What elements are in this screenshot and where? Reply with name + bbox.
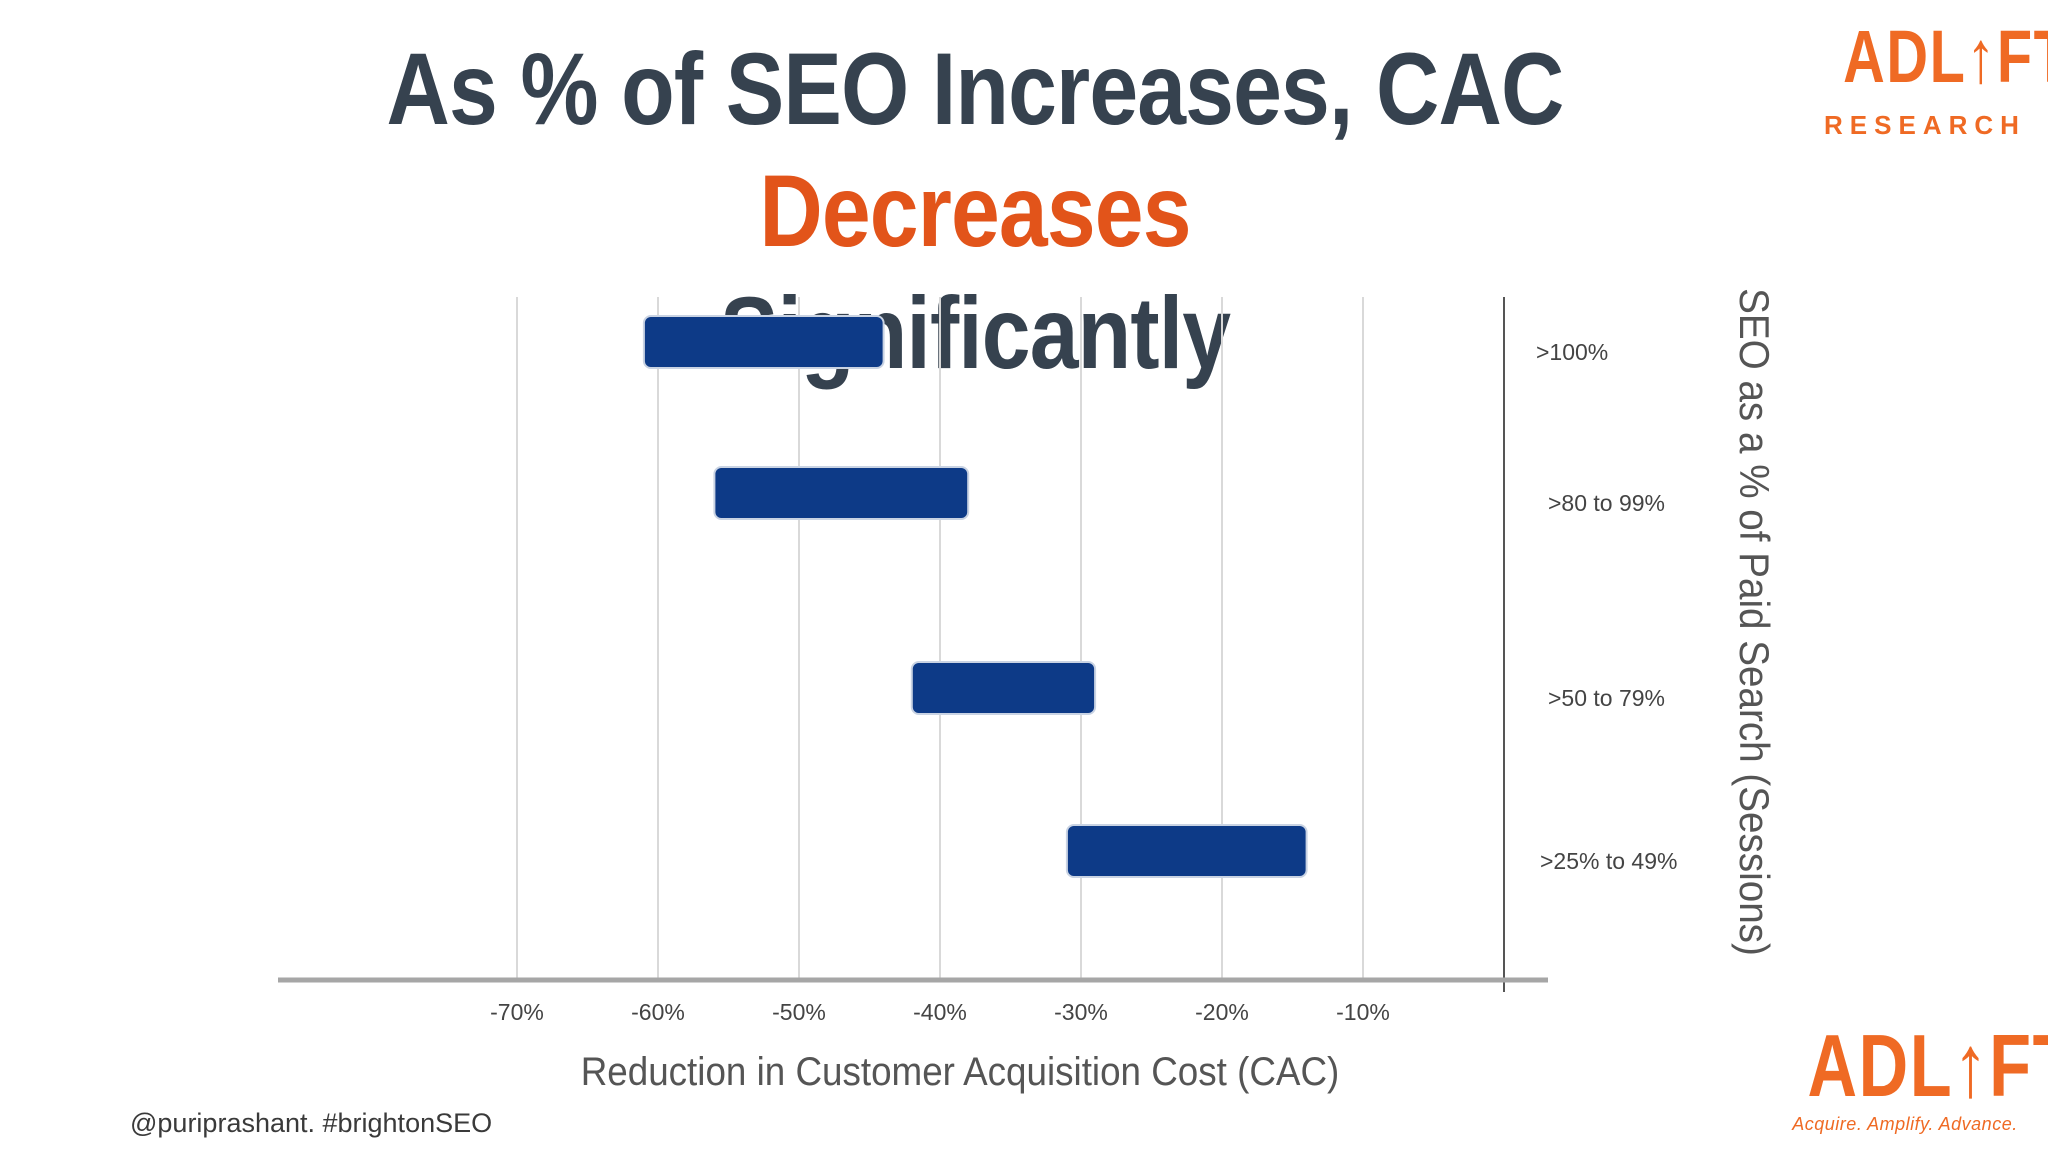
logo-tagline: Acquire. Amplify. Advance. (1792, 1114, 2018, 1134)
x-tick-label: -50% (772, 999, 826, 1025)
range-bar (1065, 824, 1308, 878)
y-axis-title: SEO as a % of Paid Search (Sessions) (1731, 288, 1779, 956)
x-axis-title: Reduction in Customer Acquisition Cost (… (581, 1050, 1340, 1095)
x-tick-label: -10% (1336, 999, 1390, 1025)
category-label: >80 to 99% (1548, 490, 1665, 516)
logo-sub-research: RESEARCH (1824, 110, 2026, 140)
title-accent: Decreases (759, 154, 1191, 268)
range-bar (713, 466, 970, 520)
x-tick-label: -30% (1054, 999, 1108, 1025)
footer-handle: @puriprashant. #brightonSEO (130, 1108, 493, 1138)
x-tick-label: -40% (913, 999, 967, 1025)
range-bar (910, 661, 1097, 715)
category-label: >50 to 79% (1548, 685, 1665, 711)
range-bar (642, 315, 885, 369)
page-title: As % of SEO Increases, CAC Decreases Sig… (266, 28, 1685, 394)
x-tick-label: -70% (490, 999, 544, 1025)
title-line-1: As % of SEO Increases, CAC Decreases (266, 28, 1685, 272)
adlift-logo: ADL↑FT Acquire. Amplify. Advance. (1780, 1016, 2048, 1135)
title-main: As % of SEO Increases, CAC (386, 32, 1565, 146)
adlift-research-logo: ADL↑FT RESEARCH (1820, 14, 2048, 141)
category-label: >25% to 49% (1540, 848, 1677, 874)
logo-wordmark-bottom: ADL↑FT (1807, 1016, 2048, 1115)
x-tick-label: -60% (631, 999, 685, 1025)
category-label: >100% (1536, 339, 1608, 365)
x-tick-label: -20% (1195, 999, 1249, 1025)
